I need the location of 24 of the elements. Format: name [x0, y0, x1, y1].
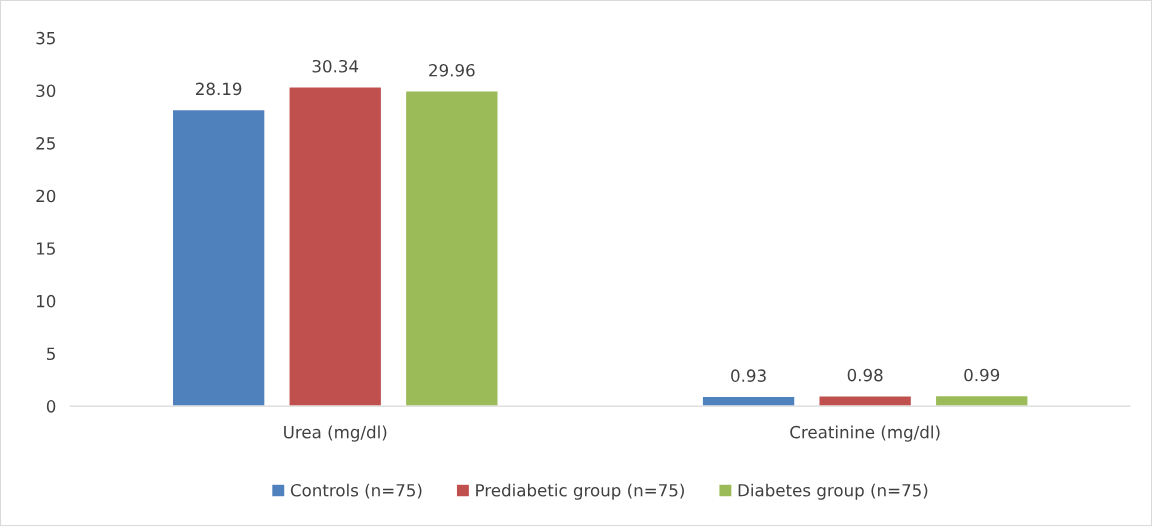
data-label: 28.19 — [196, 82, 242, 96]
y-tick-label: 30 — [36, 84, 56, 98]
y-tick-label: 20 — [36, 189, 56, 203]
data-label: 30.34 — [312, 59, 359, 73]
legend-label: Diabetes group (n=75) — [738, 483, 928, 500]
bar — [288, 86, 383, 407]
y-tick-label: 10 — [37, 294, 56, 308]
data-label: 0.99 — [964, 368, 1000, 382]
y-tick-label: 15 — [37, 242, 55, 255]
legend-label: Controls (n=75) — [290, 483, 422, 499]
bar — [934, 394, 1029, 407]
legend-label: Prediabetic group (n=75) — [476, 483, 684, 500]
y-tick-label: 35 — [36, 31, 55, 45]
bar — [818, 395, 913, 407]
x-tick-label: Creatinine (mg/dl) — [790, 425, 940, 442]
data-label: 0.93 — [731, 369, 766, 382]
y-tick-label: 25 — [36, 137, 55, 150]
data-label: 29.96 — [429, 63, 475, 77]
bar — [171, 108, 266, 407]
y-tick-label: 5 — [47, 347, 55, 361]
bar — [404, 90, 499, 407]
y-tick-label: 0 — [46, 400, 56, 413]
data-label: 0.98 — [847, 368, 883, 382]
x-tick-label: Urea (mg/dl) — [284, 425, 387, 442]
